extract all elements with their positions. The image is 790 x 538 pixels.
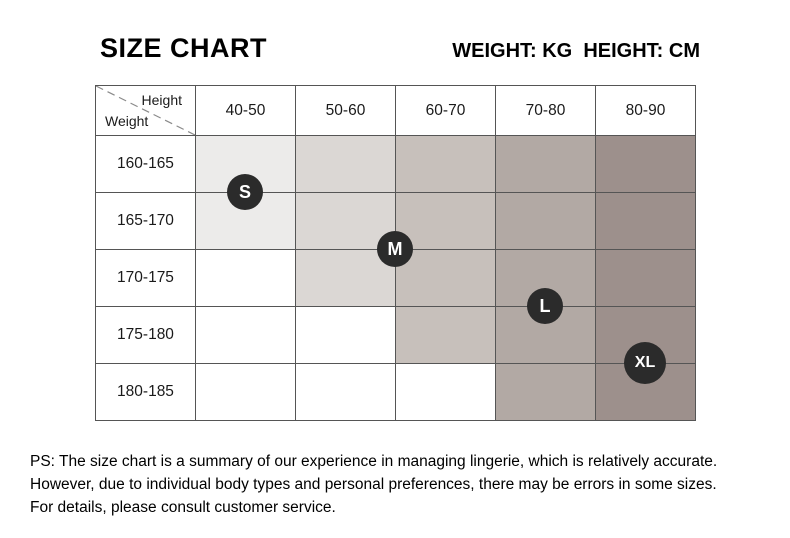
- size-table-grid: Height Weight 40-50 50-60 60-70 70-80 80-90 1…: [95, 85, 696, 421]
- table-cell: [496, 193, 596, 250]
- corner-cell: Height Weight: [96, 86, 196, 136]
- table-cell: [396, 364, 496, 421]
- column-header-weight: 40-50: [196, 86, 296, 136]
- table-cell: [396, 193, 496, 250]
- table-cell: [596, 193, 696, 250]
- column-header-weight: 60-70: [396, 86, 496, 136]
- row-header-height: 165-170: [96, 193, 196, 250]
- diagonal-divider-line: [96, 86, 195, 135]
- size-badge-l: L: [527, 288, 563, 324]
- row-header-height: 180-185: [96, 364, 196, 421]
- footnote-line: However, due to individual body types an…: [30, 476, 717, 493]
- footnote-line: For details, please consult customer ser…: [30, 499, 336, 516]
- row-header-height: 160-165: [96, 136, 196, 193]
- table-cell: [396, 136, 496, 193]
- column-header-weight: 80-90: [596, 86, 696, 136]
- size-badge-xl: XL: [624, 342, 666, 384]
- corner-weight-label: Weight: [105, 113, 149, 129]
- units-label: WEIGHT: KG HEIGHT: CM: [452, 40, 700, 62]
- corner-height-label: Height: [141, 92, 182, 108]
- table-cell: [296, 364, 396, 421]
- table-cell: [296, 136, 396, 193]
- table-cell: [196, 364, 296, 421]
- footnote-line: PS: The size chart is a summary of our e…: [30, 453, 718, 470]
- footnote: PS: The size chart is a summary of our e…: [30, 450, 778, 519]
- column-header-weight: 70-80: [496, 86, 596, 136]
- table-cell: [496, 136, 596, 193]
- row-header-height: 175-180: [96, 307, 196, 364]
- column-header-weight: 50-60: [296, 86, 396, 136]
- table-cell: [596, 250, 696, 307]
- page-title: SIZE CHART: [100, 33, 267, 63]
- table-cell: [296, 250, 396, 307]
- size-badge-s: S: [227, 174, 263, 210]
- table-cell: [496, 364, 596, 421]
- row-header-height: 170-175: [96, 250, 196, 307]
- size-badge-m: M: [377, 231, 413, 267]
- header: SIZE CHART WEIGHT: KG HEIGHT: CM: [100, 33, 700, 64]
- size-table: Height Weight 40-50 50-60 60-70 70-80 80-90 1…: [95, 85, 696, 421]
- table-cell: [596, 136, 696, 193]
- table-cell: [396, 250, 496, 307]
- table-cell: [396, 307, 496, 364]
- table-cell: [196, 307, 296, 364]
- table-cell: [296, 307, 396, 364]
- table-cell: [196, 250, 296, 307]
